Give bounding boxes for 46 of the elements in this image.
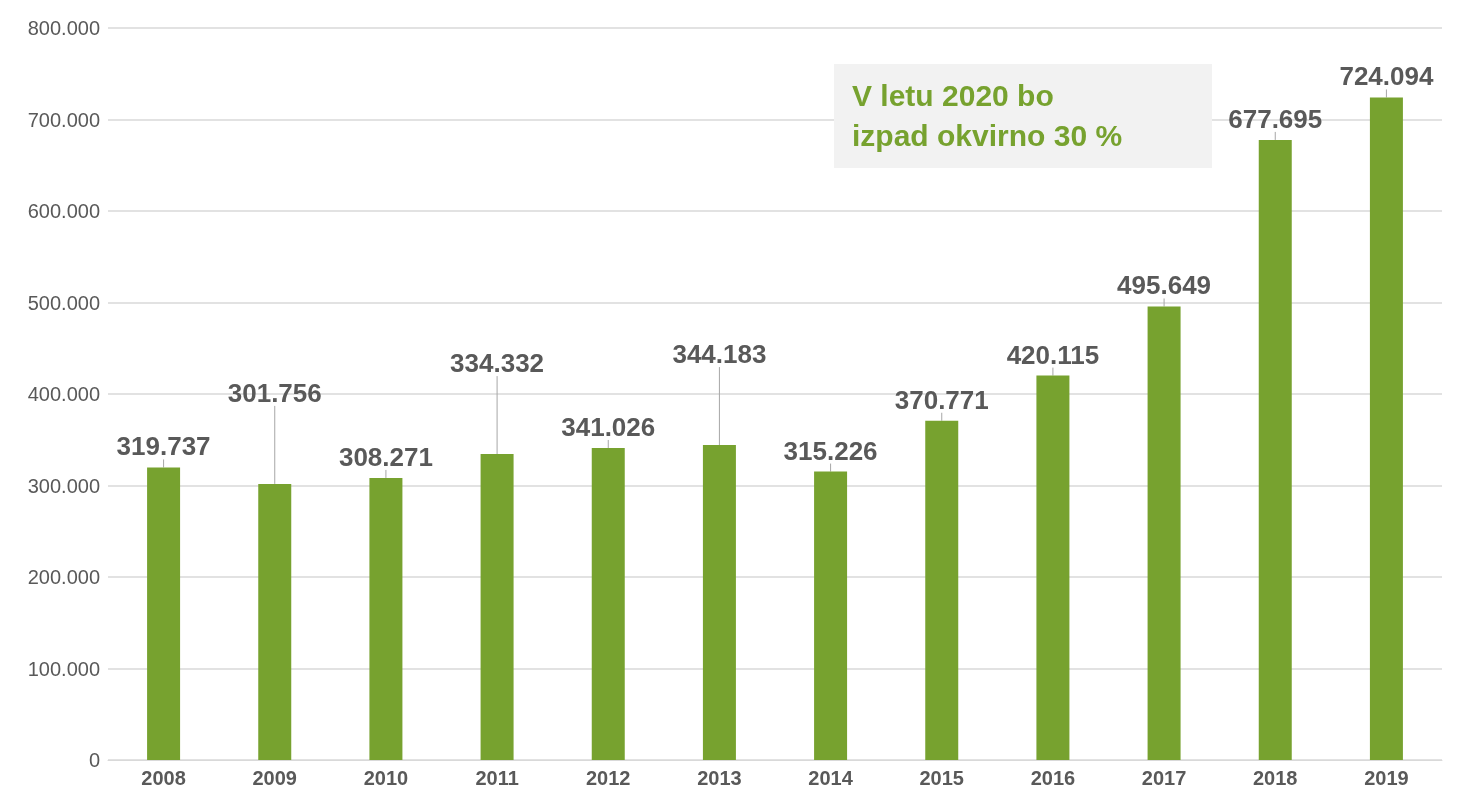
data-label: 370.771 [894, 384, 989, 415]
x-tick-label: 2018 [1253, 767, 1298, 789]
x-tick-label: 2013 [697, 767, 742, 789]
bar [702, 445, 736, 760]
y-tick-label: 700.000 [27, 108, 100, 131]
data-label: 319.737 [116, 431, 211, 462]
bar [1258, 139, 1292, 760]
bar [480, 454, 514, 760]
x-tick-label: 2010 [363, 767, 409, 789]
x-tick-label: 2009 [252, 767, 297, 789]
data-label: 334.332 [450, 348, 545, 379]
x-tick-label: 2019 [1364, 767, 1409, 789]
y-tick-label: 400.000 [27, 383, 100, 405]
data-label: 341.026 [561, 411, 656, 442]
x-tick-label: 2017 [1141, 767, 1187, 789]
bar [814, 471, 848, 760]
data-label: 724.094 [1339, 61, 1434, 92]
data-label: 344.183 [672, 339, 767, 370]
x-tick-label: 2008 [141, 767, 186, 789]
y-tick-label: 200.000 [27, 566, 100, 588]
y-tick-label: 300.000 [27, 474, 100, 497]
bar [591, 447, 625, 760]
bar [925, 420, 959, 760]
data-label: 308.271 [338, 441, 433, 472]
bar [1369, 97, 1403, 760]
y-tick-label: 800.000 [27, 17, 100, 39]
bar [147, 467, 181, 760]
data-label: 677.695 [1228, 103, 1323, 134]
x-tick-label: 2011 [475, 767, 519, 789]
bar [369, 477, 403, 760]
data-label: 301.756 [227, 377, 322, 408]
data-label: 420.115 [1006, 339, 1100, 370]
data-label: 315.226 [783, 435, 878, 466]
x-tick-label: 2014 [808, 767, 854, 789]
bar [258, 483, 292, 760]
bar [1147, 306, 1181, 760]
x-tick-label: 2012 [586, 767, 631, 789]
x-tick-label: 2016 [1030, 767, 1076, 789]
bar [1036, 375, 1070, 760]
data-label: 495.649 [1117, 270, 1212, 301]
y-tick-label: 0 [88, 749, 100, 771]
y-tick-label: 500.000 [27, 291, 100, 314]
note-box: V letu 2020 bo izpad okvirno 30 % [834, 64, 1212, 168]
x-tick-label: 2015 [919, 767, 964, 789]
y-tick-label: 100.000 [27, 657, 100, 680]
y-tick-label: 600.000 [27, 200, 100, 222]
